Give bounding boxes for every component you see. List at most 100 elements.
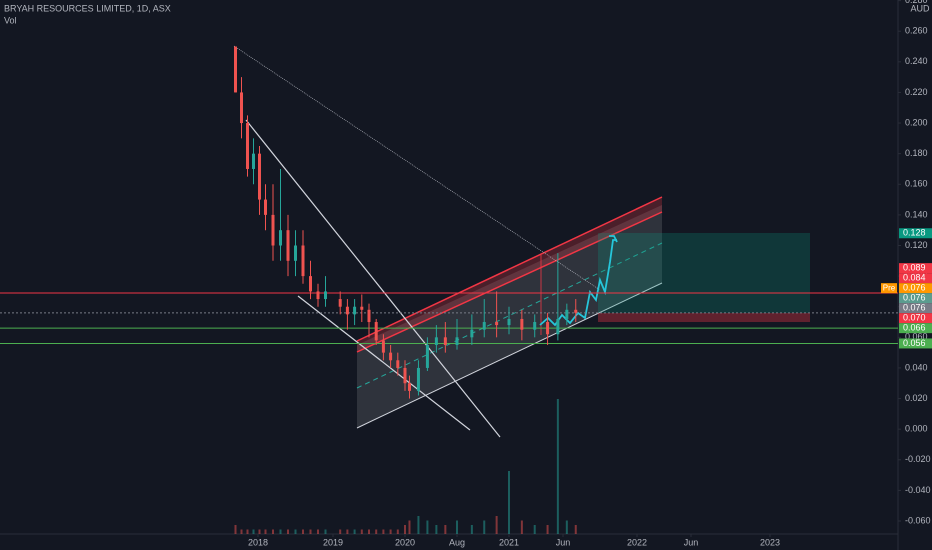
price-label: 0.076 xyxy=(903,303,926,313)
y-tick-label: 0.280 xyxy=(905,0,928,5)
volume-bar xyxy=(396,529,399,534)
volume-bar xyxy=(246,529,249,534)
price-label-box xyxy=(899,263,932,274)
volume-bar xyxy=(375,529,378,534)
candle-body xyxy=(316,291,320,300)
volume-bar xyxy=(252,529,255,534)
y-tick-label: 0.120 xyxy=(905,240,928,250)
price-tag: Pre xyxy=(883,283,896,292)
volume-bar xyxy=(483,520,486,534)
candle-body xyxy=(389,352,393,361)
candle-body xyxy=(258,153,261,200)
volume-bar xyxy=(294,529,297,534)
candle-body xyxy=(381,340,385,353)
volume-bar xyxy=(360,529,363,534)
channel-mid xyxy=(356,242,663,389)
volume-bar xyxy=(279,529,282,534)
candle-body xyxy=(425,344,429,368)
x-tick-label: Aug xyxy=(449,537,465,547)
volume-bar xyxy=(234,525,237,534)
candle-body xyxy=(360,306,364,310)
x-tick-label: 2019 xyxy=(323,537,343,547)
volume-bar xyxy=(417,516,420,534)
x-tick-label: Jun xyxy=(556,537,571,547)
x-tick-label: 2020 xyxy=(395,537,415,547)
trend-line xyxy=(233,45,601,291)
candle-body xyxy=(565,309,569,319)
candle-body xyxy=(403,367,407,384)
volume-bar xyxy=(495,516,498,534)
y-tick-label: 0.040 xyxy=(905,362,928,372)
x-tick-label: 2021 xyxy=(499,537,519,547)
y-tick-label: 0.200 xyxy=(905,117,928,127)
y-tick-label: -0.060 xyxy=(905,515,931,525)
price-label: 0.076 xyxy=(903,283,926,293)
candle-body xyxy=(246,123,249,169)
price-label: 0.076 xyxy=(903,293,926,303)
price-label-box xyxy=(899,273,932,284)
volume-bar xyxy=(317,529,319,534)
volume-bar xyxy=(556,399,559,534)
candle-body xyxy=(443,337,447,345)
volume-bar xyxy=(444,525,447,534)
candle-body xyxy=(324,291,327,300)
stop-zone xyxy=(598,313,810,322)
volume-bar xyxy=(368,529,370,534)
volume-bar xyxy=(470,525,473,534)
candle-body xyxy=(416,367,420,391)
candle-body xyxy=(520,318,524,330)
volume-bar xyxy=(426,520,429,534)
candle-body xyxy=(556,318,560,335)
y-tick-label: 0.060 xyxy=(905,332,928,342)
candle-body xyxy=(271,214,275,246)
volume-bar xyxy=(533,525,536,534)
volume-bar xyxy=(435,525,438,534)
candle-body xyxy=(533,322,537,330)
y-tick-label: -0.040 xyxy=(905,485,931,495)
price-label: 0.056 xyxy=(903,338,926,348)
volume-bar xyxy=(264,529,267,534)
candle-body xyxy=(367,309,371,323)
price-label-box xyxy=(899,338,932,349)
channel-bottom xyxy=(356,282,663,429)
volume-bar xyxy=(389,529,392,534)
x-tick-label: Jun xyxy=(684,537,699,547)
y-tick-label: 0.160 xyxy=(905,179,928,189)
candle-body xyxy=(240,92,243,124)
price-label: 0.089 xyxy=(903,263,926,273)
candle-body xyxy=(309,276,312,292)
candle-body xyxy=(234,46,237,93)
volume-bar xyxy=(346,529,349,534)
volume-bar xyxy=(574,525,577,534)
volume-bar xyxy=(272,529,274,534)
y-tick-label: 0.020 xyxy=(905,393,928,403)
volume-bar xyxy=(508,471,510,534)
price-label-box xyxy=(899,228,932,239)
price-label-box xyxy=(899,313,932,324)
volume-bar xyxy=(240,529,243,534)
candle-body xyxy=(507,318,511,326)
price-label-box xyxy=(899,293,932,304)
x-tick-label: 2022 xyxy=(627,537,647,547)
price-tag-box xyxy=(881,283,897,294)
candle-body xyxy=(546,322,550,335)
candle-body xyxy=(374,322,378,341)
y-tick-label: 0.000 xyxy=(905,424,928,434)
candle-body xyxy=(264,199,267,215)
candle-body xyxy=(252,153,255,169)
candle-body xyxy=(345,306,349,315)
candle-body xyxy=(279,230,282,246)
volume-bar xyxy=(258,529,261,534)
y-tick-label: 0.260 xyxy=(905,26,928,36)
y-tick-label: 0.180 xyxy=(905,148,928,158)
candle-body xyxy=(482,322,486,330)
price-label-box xyxy=(899,283,932,294)
price-label-box xyxy=(899,323,932,334)
volume-bar xyxy=(408,520,411,534)
candle-body xyxy=(294,245,297,261)
volume-bar xyxy=(287,529,289,534)
candle-body xyxy=(574,309,578,313)
y-tick-label: 0.240 xyxy=(905,56,928,66)
price-label: 0.066 xyxy=(903,323,926,333)
